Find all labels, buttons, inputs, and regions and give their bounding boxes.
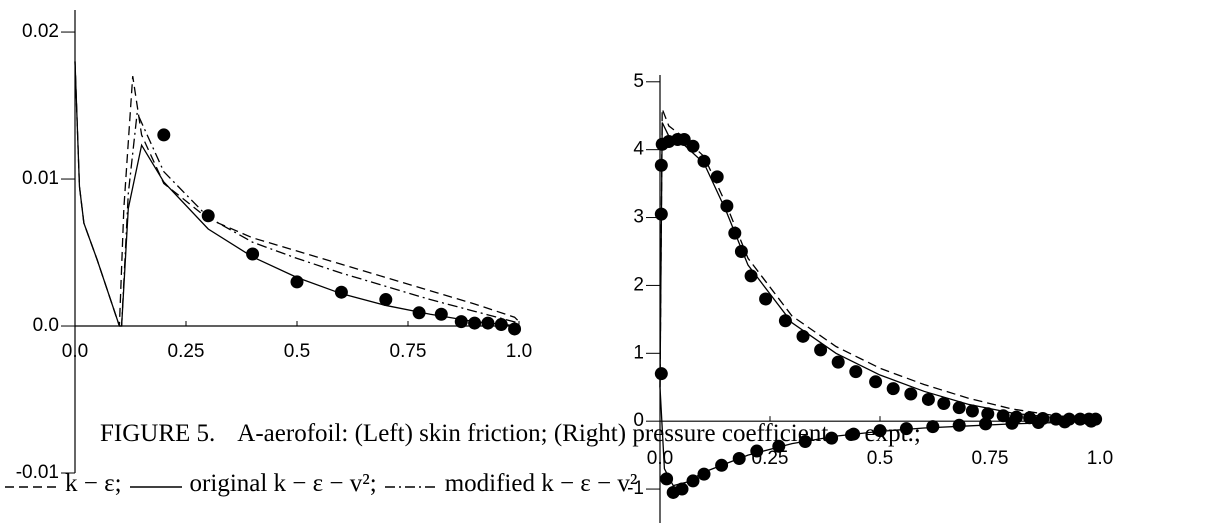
data-point (720, 199, 734, 213)
caption-line: k − ε; original k − ε − v²; modified k − ε… (5, 470, 645, 498)
data-point (686, 139, 700, 153)
caption-text: modified k − ε − v² (444, 470, 638, 497)
data-point (904, 387, 918, 401)
data-point (873, 424, 887, 438)
caption-line: FIGURE 5. A-aerofoil: (Left) skin frictio… (100, 420, 929, 448)
y-tick-label: 0 (633, 410, 644, 431)
y-tick-label: 0.02 (22, 21, 59, 42)
data-point (825, 431, 839, 445)
data-point (1058, 415, 1072, 429)
data-point (979, 417, 993, 431)
x-tick-label: 0.5 (284, 341, 310, 362)
y-tick-label: 0.0 (33, 315, 59, 336)
data-point (886, 382, 900, 396)
data-point (796, 329, 810, 343)
data-point (379, 293, 393, 307)
x-tick-label: 1.0 (506, 341, 532, 362)
line-series (74, 61, 520, 327)
data-point (654, 158, 668, 172)
data-point (334, 285, 348, 299)
data-point (798, 435, 812, 449)
data-point (981, 407, 995, 421)
legend-dot (844, 429, 857, 442)
x-tick-label: 0.0 (647, 448, 673, 469)
data-point (831, 355, 845, 369)
data-point (734, 244, 748, 258)
data-point (814, 343, 828, 357)
x-tick-label: 0.5 (867, 448, 893, 469)
data-point (750, 444, 764, 458)
data-point (494, 318, 508, 332)
data-point (849, 365, 863, 379)
data-point (468, 316, 482, 330)
caption-text: FIGURE 5. (100, 420, 216, 447)
x-tick-label: 0.75 (390, 341, 427, 362)
data-point (675, 482, 689, 496)
y-tick-label: 5 (633, 71, 644, 92)
data-point (778, 314, 792, 328)
data-point (899, 422, 913, 436)
data-point (710, 170, 724, 184)
data-point (677, 132, 691, 146)
data-point (697, 154, 711, 168)
data-point (201, 209, 215, 223)
data-point (772, 439, 786, 453)
data-point (715, 458, 729, 472)
data-point (697, 467, 711, 481)
y-tick-label: 4 (633, 139, 644, 160)
data-point (869, 375, 883, 389)
legend-sample (384, 486, 437, 489)
data-point (1084, 414, 1098, 428)
data-point (660, 472, 674, 486)
legend-sample (844, 429, 857, 442)
data-point (744, 269, 758, 283)
caption-text: A-aerofoil: (Left) skin friction; (Right… (237, 420, 835, 447)
data-point (157, 128, 171, 142)
caption-text: original k − ε − v²; (189, 470, 377, 497)
data-point (732, 452, 746, 466)
x-tick-label: 0.75 (972, 448, 1009, 469)
data-point (1005, 416, 1019, 430)
data-point (508, 322, 522, 336)
caption-text: expt.; (864, 420, 921, 447)
data-point (965, 404, 979, 418)
data-point (290, 275, 304, 289)
y-tick-label: -0.01 (16, 462, 59, 483)
data-point (481, 316, 495, 330)
x-tick-label: 0.0 (62, 341, 88, 362)
data-point (952, 401, 966, 415)
data-point (412, 306, 426, 320)
data-point (728, 226, 742, 240)
y-tick-label: 0.01 (22, 168, 59, 189)
data-point (654, 207, 668, 221)
data-point (937, 397, 951, 411)
line-series (659, 387, 1101, 487)
data-point (246, 247, 260, 261)
caption-text: k − ε; (65, 470, 122, 497)
data-point (996, 409, 1010, 423)
x-tick-label: 1.0 (1087, 448, 1113, 469)
y-tick-label: -1 (627, 478, 644, 499)
legend-sample (5, 486, 57, 489)
line-series (119, 110, 520, 327)
data-point (654, 367, 668, 381)
y-tick-label: 2 (633, 274, 644, 295)
data-point (952, 418, 966, 432)
legend-sample (129, 486, 182, 489)
line-series (659, 108, 1101, 420)
data-point (921, 392, 935, 406)
data-point (759, 292, 773, 306)
data-point (434, 307, 448, 321)
data-point (454, 315, 468, 329)
y-tick-label: 1 (633, 342, 644, 363)
data-point (686, 474, 700, 488)
y-tick-label: 3 (633, 207, 644, 228)
line-series (659, 122, 1101, 421)
data-point (1031, 416, 1045, 430)
data-point (926, 420, 940, 434)
x-tick-label: 0.25 (168, 341, 205, 362)
